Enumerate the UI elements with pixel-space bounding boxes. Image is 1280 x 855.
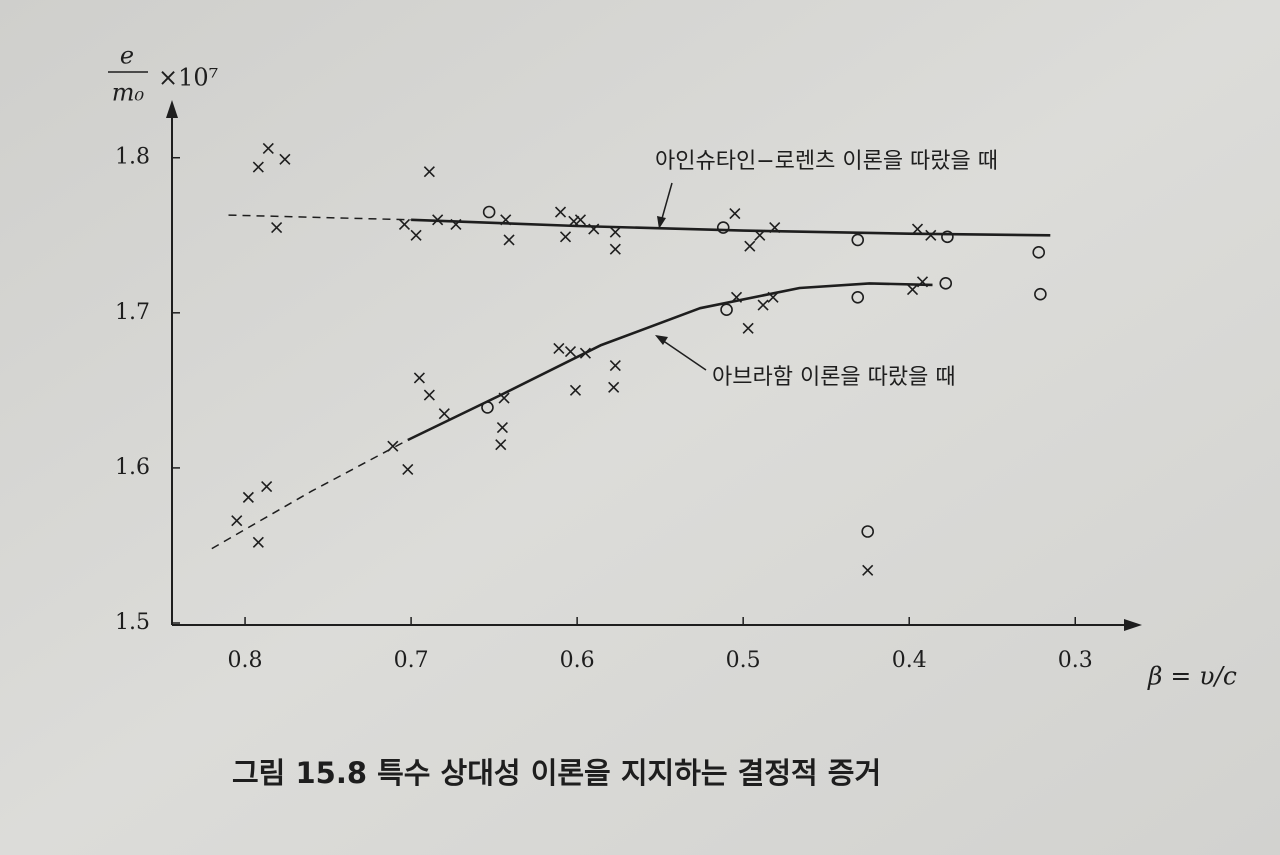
x-tick-label: 0.8	[228, 648, 263, 673]
cross-point	[413, 372, 425, 384]
annotation-arrow	[661, 339, 707, 371]
cross-point	[742, 322, 754, 334]
circle-point	[716, 221, 730, 234]
circle-point	[851, 233, 865, 247]
cross-point	[757, 299, 769, 311]
x-tick-label: 0.6	[560, 648, 595, 673]
annotation-arrowhead	[655, 335, 668, 345]
cross-point	[569, 384, 582, 396]
annotation-arrow	[660, 182, 673, 223]
cross-point	[252, 536, 264, 548]
y-label-denominator: m₀	[112, 79, 145, 107]
cross-point	[261, 480, 273, 493]
x-tick-label: 0.3	[1058, 648, 1093, 673]
cross-point	[609, 226, 621, 238]
cross-point	[242, 491, 254, 503]
y-axis-arrow	[166, 100, 178, 118]
cross-point	[744, 240, 756, 252]
caption: 그림 15.8 특수 상대성 이론을 지지하는 결정적 증거	[232, 756, 881, 790]
cross-point	[231, 515, 243, 527]
y-tick-label: 1.7	[115, 300, 150, 325]
cross-point	[609, 359, 621, 372]
x-tick-label: 0.4	[892, 648, 927, 673]
x-label: β = υ/c	[1147, 662, 1237, 691]
cross-point	[553, 342, 565, 355]
cross-point	[906, 283, 919, 296]
x-tick-label: 0.5	[726, 648, 761, 673]
circle-point	[851, 291, 865, 304]
cross-point	[574, 214, 587, 226]
cross-point	[925, 229, 937, 241]
cross-point	[495, 439, 507, 451]
cross-point	[559, 231, 572, 243]
cross-point	[398, 218, 411, 230]
y-tick-label: 1.6	[115, 455, 150, 480]
y-tick-label: 1.8	[115, 145, 150, 170]
theory-curve	[407, 282, 933, 442]
annotation: 아브라함 이론을 따랐을 때	[712, 365, 956, 390]
circle-point	[939, 277, 953, 290]
cross-point	[862, 564, 874, 576]
theory-curve	[228, 214, 412, 221]
cross-point	[423, 166, 435, 178]
x-tick-label: 0.7	[394, 648, 429, 673]
theory-curve	[211, 439, 409, 550]
y-tick-label: 1.5	[115, 610, 150, 635]
y-label-numerator: e	[120, 42, 134, 70]
cross-point	[252, 161, 264, 173]
circle-point	[720, 303, 733, 317]
cross-point	[271, 221, 283, 234]
circle-point	[861, 525, 874, 538]
annotation-arrowhead	[657, 216, 666, 229]
circle-point	[482, 205, 496, 219]
cross-point	[423, 389, 435, 401]
cross-point	[554, 206, 567, 218]
cross-point	[438, 408, 450, 420]
cross-point	[608, 381, 620, 393]
theory-curve	[411, 218, 1051, 237]
cross-point	[911, 223, 924, 235]
cross-point	[609, 243, 621, 255]
annotation: 아인슈타인−로렌츠 이론을 따랐을 때	[655, 149, 998, 174]
circle-point	[941, 230, 954, 244]
cross-point	[279, 153, 291, 165]
circle-point	[1034, 287, 1047, 301]
cross-point	[503, 234, 515, 246]
cross-point	[564, 346, 577, 358]
x-axis-arrow	[1124, 619, 1142, 631]
cross-point	[402, 463, 414, 476]
cross-point	[262, 142, 274, 154]
circle-point	[1032, 246, 1046, 259]
y-label-factor: ×10⁷	[158, 64, 218, 92]
cross-point	[410, 229, 422, 241]
cross-point	[496, 422, 508, 434]
cross-point	[729, 207, 741, 220]
